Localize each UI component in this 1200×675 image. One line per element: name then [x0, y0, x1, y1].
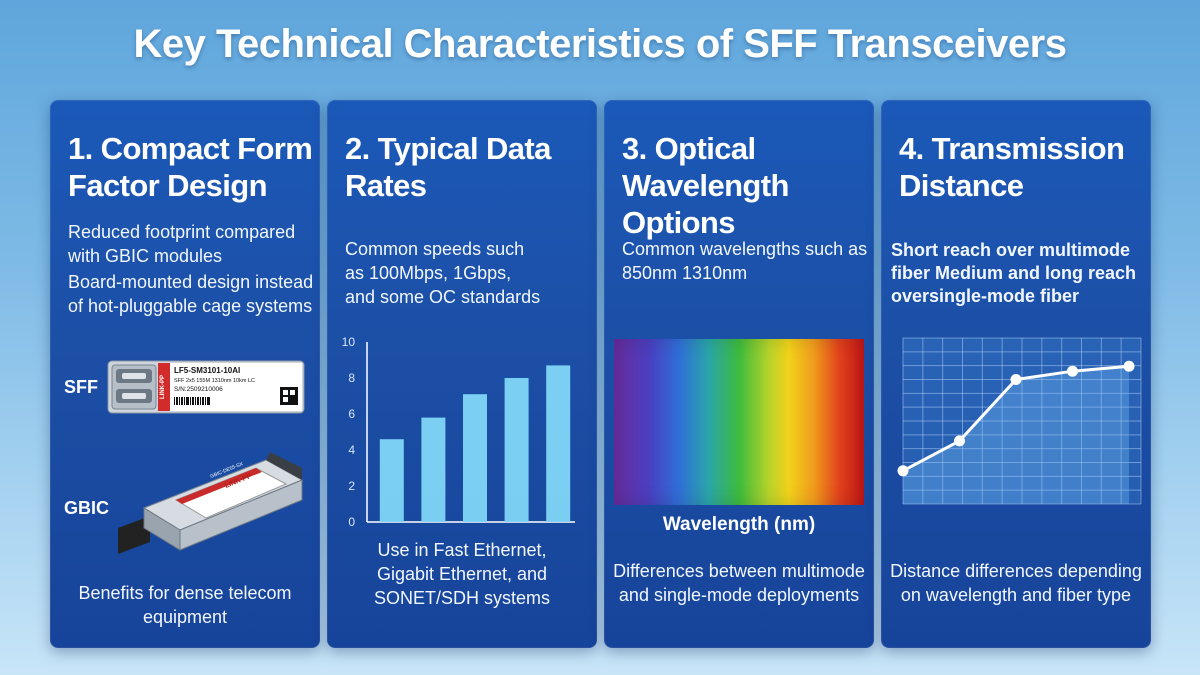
text-line: Gigabit Ethernet, and: [376, 564, 548, 584]
data-point: [1123, 360, 1135, 372]
card-footer: Benefits for dense telecom equipment: [50, 581, 320, 629]
card-wavelength-options: 3. Optical Wavelength Options Common wav…: [604, 100, 874, 648]
data-point: [954, 435, 965, 447]
y-tick-label: 10: [342, 335, 356, 349]
data-point: [1067, 365, 1078, 377]
sff-label: SFF: [64, 377, 98, 397]
text-line: oversingle-mode fiber: [891, 286, 1080, 306]
card-heading: 3. Optical Wavelength Options: [622, 130, 874, 241]
sff-part-text: LF5-SM3101-10AI: [174, 366, 240, 375]
card-body: Common speeds such as 100Mbps, 1Gbps, an…: [345, 237, 595, 309]
gbic-label: GBIC: [64, 498, 109, 518]
text-line: and single-mode deployments: [618, 585, 860, 605]
heading-line: 3. Optical: [622, 131, 756, 166]
text-line: Differences between multimode: [613, 561, 865, 581]
line-area-fill: [903, 366, 1129, 504]
text-line: Board-mounted design instead: [68, 272, 314, 292]
heading-line: Factor Design: [68, 168, 268, 203]
text-line: Use in Fast Ethernet,: [377, 540, 547, 560]
spectrum-caption: Wavelength (nm): [662, 514, 816, 535]
card-body: Short reach over multimode fiber Medium …: [891, 239, 1149, 308]
bar: [463, 394, 487, 522]
y-tick-label: 8: [348, 371, 355, 385]
heading-line: 2. Typical Data: [345, 131, 551, 166]
text-line: Benefits for dense telecom: [78, 583, 292, 603]
card-footer: Distance differences depending on wavele…: [881, 559, 1151, 607]
card-transmission-distance: 4. Transmission Distance Short reach ove…: [881, 100, 1151, 648]
data-point: [897, 465, 909, 477]
gbic-module-image: LINK-PP GBIC-DE55-SX: [118, 452, 304, 554]
text-line: 850nm 1310nm: [622, 263, 748, 283]
bar: [546, 365, 571, 522]
heading-line: 1. Compact Form: [68, 131, 313, 166]
heading-line: Distance: [899, 168, 1024, 203]
card-data-rates: 2. Typical Data Rates Common speeds such…: [327, 100, 597, 648]
card-body: Common wavelengths such as 850nm 1310nm: [622, 237, 872, 285]
y-tick-label: 2: [348, 479, 355, 493]
card-compact-form-factor: 1. Compact Form Factor Design Reduced fo…: [50, 100, 320, 648]
card-heading: 4. Transmission Distance: [899, 130, 1151, 204]
text-line: Short reach over multimode: [891, 240, 1131, 260]
bullet-board-mounted: Board-mounted design instead of hot-plug…: [68, 270, 318, 318]
text-line: SONET/SDH systems: [373, 588, 551, 608]
card-heading: 1. Compact Form Factor Design: [68, 130, 320, 204]
text-line: equipment: [142, 607, 228, 627]
y-tick-label: 6: [348, 407, 355, 421]
bullet-reduced-footprint: Reduced footprint compared with GBIC mod…: [68, 220, 318, 268]
text-line: Common wavelengths such as: [622, 239, 868, 259]
text-line: with GBIC modules: [68, 246, 223, 266]
y-tick-label: 4: [348, 443, 355, 457]
card-footer: Differences between multimode and single…: [604, 559, 874, 607]
y-tick-label: 0: [348, 515, 355, 529]
sff-serial-text: S/N:2509210006: [174, 386, 223, 393]
text-line: Reduced footprint compared: [68, 222, 296, 242]
text-line: on wavelength and fiber type: [900, 585, 1132, 605]
text-line: Common speeds such: [345, 239, 525, 259]
card-footer: Use in Fast Ethernet, Gigabit Ethernet, …: [327, 538, 597, 610]
text-line: and some OC standards: [345, 287, 541, 307]
bar: [421, 417, 446, 522]
heading-line: 4. Transmission: [899, 131, 1125, 166]
text-line: of hot-pluggable cage systems: [68, 296, 313, 316]
sff-brand-text: LINK-PP: [160, 375, 166, 399]
wavelength-spectrum: [614, 339, 864, 505]
distance-line-chart: [897, 337, 1142, 505]
text-line: Distance differences depending: [890, 561, 1142, 581]
card-heading: 2. Typical Data Rates: [345, 130, 597, 204]
bar: [379, 439, 404, 522]
plot-area: [903, 338, 1141, 504]
page-title: Key Technical Characteristics of SFF Tra…: [133, 22, 1067, 66]
sff-module-image: LINK-PP LF5-SM3101-10AI SFF 2x5 155M 131…: [107, 360, 305, 414]
data-point: [1010, 374, 1022, 385]
heading-line: Rates: [345, 168, 427, 203]
data-rate-bar-chart: 0 2 4 6 8 10: [342, 335, 575, 529]
text-line: fiber Medium and long reach: [891, 263, 1137, 283]
bar: [504, 378, 529, 522]
sff-spec-text: SFF 2x5 155M 1310nm 10km LC: [174, 378, 255, 384]
text-line: as 100Mbps, 1Gbps,: [345, 263, 512, 283]
heading-line: Wavelength Options: [622, 168, 789, 240]
